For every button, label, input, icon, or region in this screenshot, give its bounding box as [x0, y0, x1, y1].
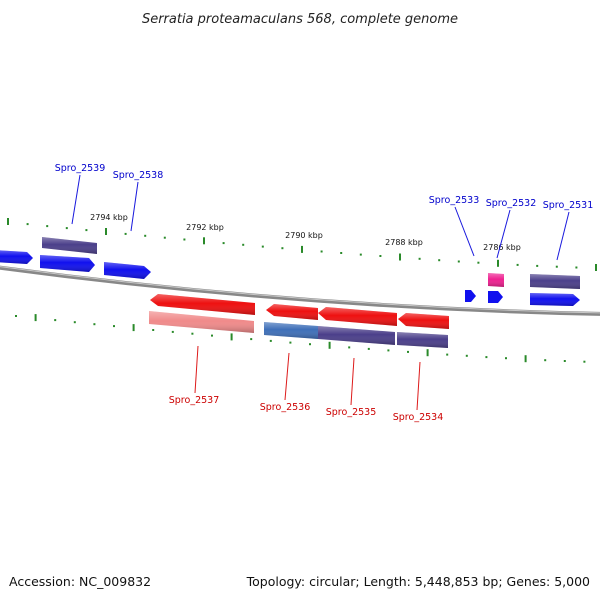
minor-tick — [85, 229, 88, 232]
minor-tick — [348, 346, 351, 349]
major-tick — [301, 245, 303, 253]
minor-tick — [485, 356, 488, 359]
gene-label-spro-2539[interactable]: Spro_2539 — [55, 163, 106, 174]
minor-tick — [387, 349, 390, 352]
minor-tick — [379, 255, 382, 257]
genome-backbone-highlight — [0, 266, 600, 314]
minor-tick — [418, 257, 421, 260]
major-tick — [34, 314, 37, 322]
major-tick — [399, 253, 401, 261]
minor-tick — [465, 354, 468, 357]
minor-tick — [261, 245, 264, 248]
minor-tick — [163, 236, 166, 239]
forward-leader-lines — [71, 174, 570, 261]
minor-tick — [289, 341, 292, 344]
minor-tick — [183, 238, 186, 241]
minor-tick — [26, 223, 29, 226]
minor-tick — [222, 242, 225, 245]
scale-label-2786: 2786 kbp — [483, 243, 521, 252]
minor-tick — [457, 260, 460, 263]
minor-tick — [575, 266, 578, 269]
minor-tick — [191, 332, 194, 335]
minor-tick — [340, 252, 343, 254]
minor-tick — [320, 250, 323, 253]
minor-tick — [171, 330, 174, 333]
minor-tick — [269, 339, 272, 342]
forward-gene-arrow[interactable] — [488, 291, 503, 303]
minor-tick — [73, 321, 76, 324]
minor-tick — [211, 334, 213, 337]
minor-tick — [46, 225, 49, 228]
gene-label-spro-2537[interactable]: Spro_2537 — [169, 395, 220, 406]
major-tick — [203, 237, 205, 245]
scale-label-2792: 2792 kbp — [186, 223, 224, 232]
map-title: Serratia proteamaculans 568, complete ge… — [142, 12, 458, 27]
gene-label-spro-2534[interactable]: Spro_2534 — [393, 412, 444, 423]
minor-tick — [250, 338, 253, 341]
minor-tick — [563, 360, 566, 362]
minor-tick — [54, 319, 57, 322]
major-tick — [497, 259, 499, 267]
minor-tick — [15, 315, 17, 317]
major-tick — [132, 324, 135, 332]
minor-tick — [536, 264, 539, 267]
minor-tick — [113, 325, 115, 328]
minor-tick — [124, 232, 127, 235]
minor-tick — [152, 329, 155, 331]
minor-tick — [359, 253, 362, 256]
major-tick — [426, 349, 429, 357]
scale-label-2790: 2790 kbp — [285, 231, 323, 240]
gene-label-spro-2535[interactable]: Spro_2535 — [326, 407, 377, 418]
accession-text: Accession: NC_009832 — [9, 574, 151, 589]
minor-tick — [583, 360, 586, 363]
gene-label-spro-2532[interactable]: Spro_2532 — [486, 198, 537, 209]
minor-tick — [242, 243, 245, 246]
scale-label-2794: 2794 kbp — [90, 213, 128, 222]
minor-tick — [144, 234, 147, 237]
major-tick — [230, 333, 233, 341]
major-tick — [105, 228, 107, 235]
minor-tick — [477, 261, 480, 264]
gene-label-spro-2536[interactable]: Spro_2536 — [260, 402, 311, 413]
minor-tick — [516, 263, 519, 266]
minor-tick — [93, 323, 96, 326]
genome-summary-text: Topology: circular; Length: 5,448,853 bp… — [246, 574, 590, 589]
forward-gene-arrow[interactable] — [465, 290, 476, 302]
gene-label-spro-2533[interactable]: Spro_2533 — [429, 195, 480, 206]
minor-tick — [438, 259, 441, 262]
minor-tick — [407, 350, 409, 353]
genome-backbone — [0, 265, 600, 316]
gene-label-spro-2538[interactable]: Spro_2538 — [113, 170, 164, 181]
major-tick — [7, 218, 9, 225]
scale-label-2788: 2788 kbp — [385, 238, 423, 247]
scale-ticks — [7, 218, 597, 363]
gene-label-spro-2531[interactable]: Spro_2531 — [543, 200, 594, 211]
reverse-leader-lines — [194, 345, 421, 411]
minor-tick — [367, 347, 370, 350]
minor-tick — [65, 227, 68, 230]
major-tick — [524, 355, 527, 363]
minor-tick — [505, 357, 507, 360]
major-tick — [328, 341, 331, 349]
minor-tick — [544, 359, 547, 362]
minor-tick — [446, 353, 449, 356]
minor-tick — [281, 247, 284, 250]
minor-tick — [309, 343, 311, 346]
minor-tick — [555, 265, 558, 268]
major-tick — [595, 264, 597, 271]
